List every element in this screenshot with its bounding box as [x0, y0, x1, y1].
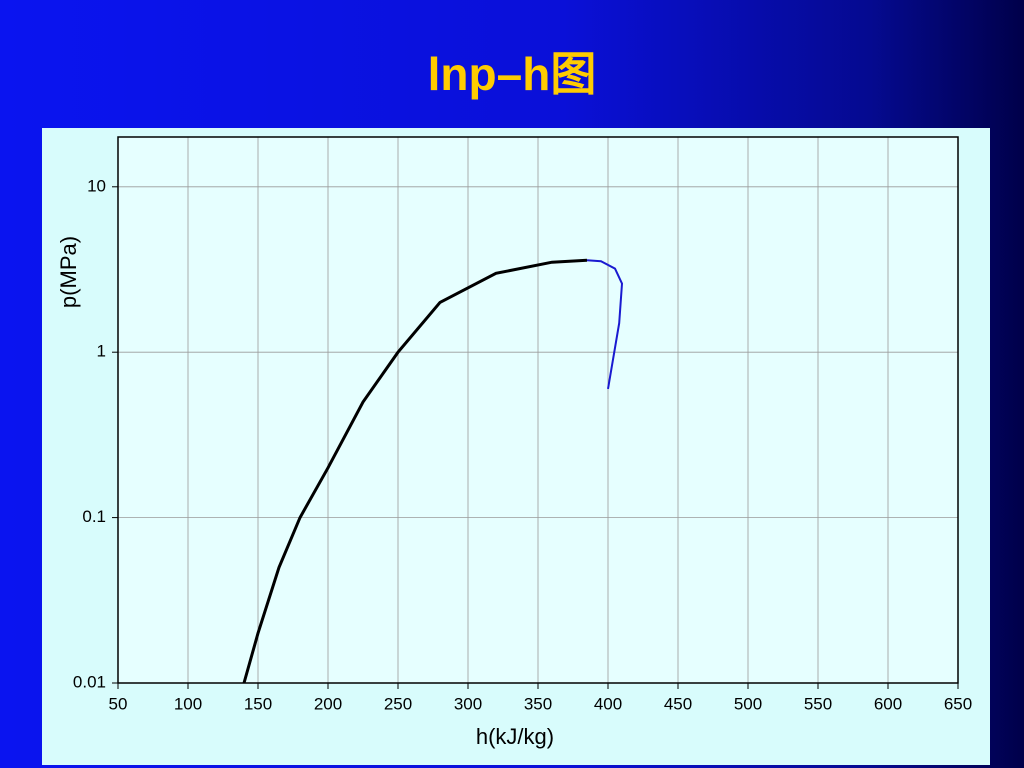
- y-tick-label: 0.1: [82, 507, 106, 526]
- curve: [586, 259, 624, 390]
- x-axis-label: h(kJ/kg): [476, 724, 554, 749]
- x-tick-label: 100: [174, 694, 202, 713]
- x-tick-label: 150: [244, 694, 272, 713]
- x-tick-label: 250: [384, 694, 412, 713]
- x-tick-label: 500: [734, 694, 762, 713]
- x-tick-label: 50: [109, 694, 128, 713]
- curve: [242, 258, 588, 684]
- y-tick-label: 1: [97, 342, 106, 361]
- slide-title: lnp–h图: [427, 48, 597, 100]
- x-tick-label: 550: [804, 694, 832, 713]
- x-tick-label: 350: [524, 694, 552, 713]
- x-tick-label: 300: [454, 694, 482, 713]
- x-tick-label: 650: [944, 694, 972, 713]
- x-tick-label: 400: [594, 694, 622, 713]
- x-tick-label: 600: [874, 694, 902, 713]
- y-tick-label: 10: [87, 176, 106, 195]
- y-tick-label: 0.01: [73, 672, 106, 691]
- x-tick-label: 450: [664, 694, 692, 713]
- plot-frame: [117, 136, 959, 684]
- y-axis-label: p(MPa): [56, 236, 81, 308]
- x-tick-label: 200: [314, 694, 342, 713]
